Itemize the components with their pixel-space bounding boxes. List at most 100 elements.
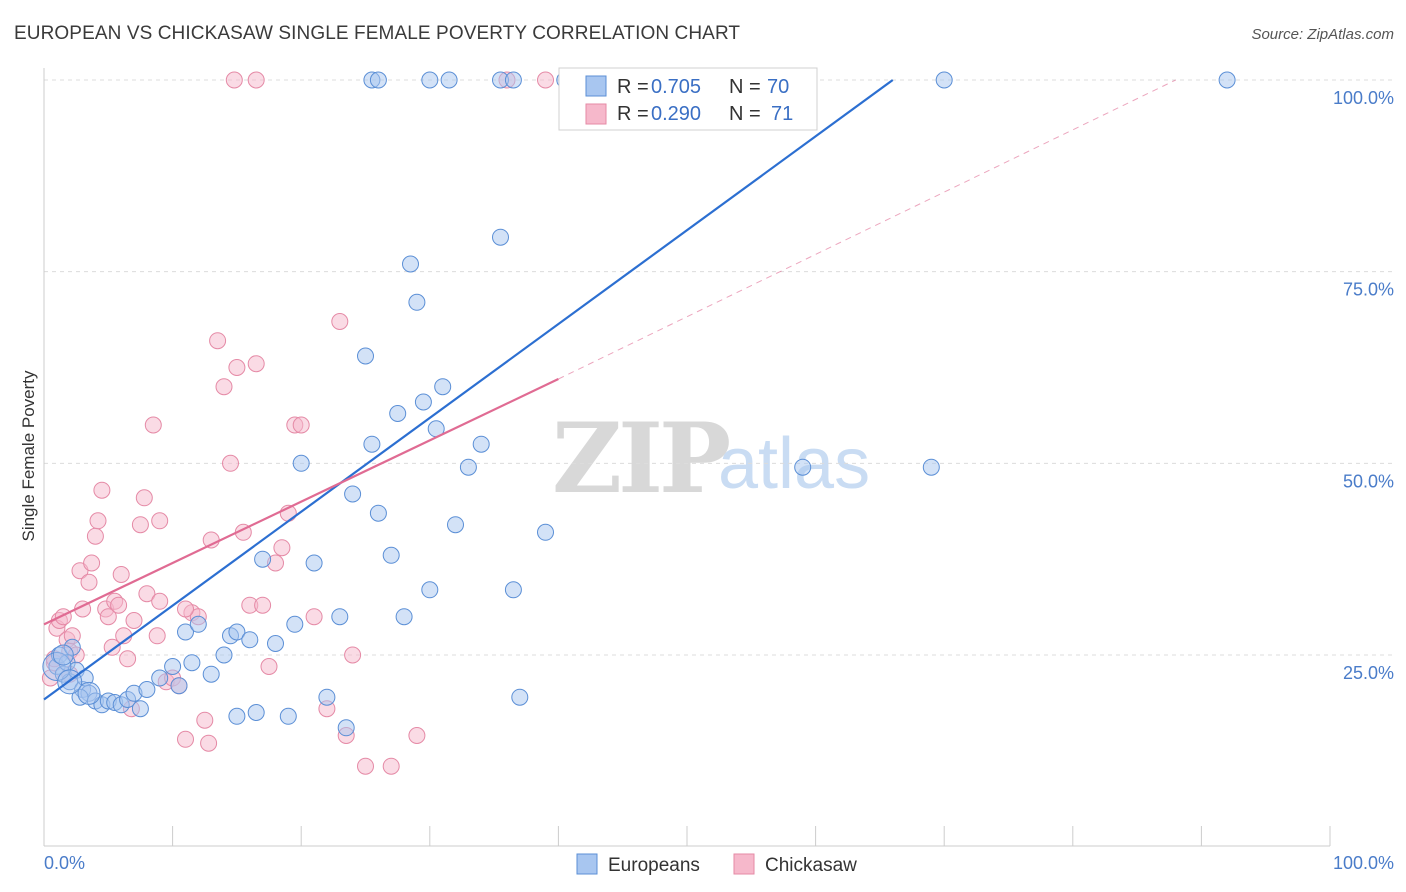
- europeans-point-65: [421, 71, 439, 89]
- grid-lines: [44, 79, 1394, 656]
- legend-r-label-chickasaw: R =: [617, 103, 649, 125]
- chickasaw-point-47: [254, 596, 272, 614]
- europeans-point-24: [183, 654, 201, 672]
- chickasaw-point-38: [196, 711, 214, 729]
- europeans-cluster-2: [77, 681, 101, 705]
- europeans-point-29: [228, 623, 246, 641]
- chickasaw-point-25: [125, 612, 143, 629]
- europeans-point-27: [215, 646, 233, 664]
- chickasaw-point-14: [89, 512, 107, 530]
- chickasaw-point-40: [209, 332, 227, 350]
- europeans-point-62: [922, 458, 940, 476]
- europeans-point-23: [177, 623, 194, 641]
- europeans-point-39: [331, 608, 349, 626]
- watermark: ZIP atlas: [552, 402, 870, 515]
- europeans-point-35: [286, 615, 304, 633]
- europeans-point-73: [1218, 71, 1236, 89]
- europeans-point-22: [170, 677, 188, 695]
- chickasaw-point-50: [273, 539, 291, 557]
- series-legend-label-europeans: Europeans: [608, 855, 700, 876]
- chickasaw-point-41: [215, 378, 233, 396]
- chickasaw-point-30: [148, 627, 166, 645]
- europeans-point-72: [935, 71, 953, 89]
- chickasaw-points: [41, 71, 554, 775]
- series-legend-label-chickasaw: Chickasaw: [765, 855, 857, 876]
- chickasaw-point-61: [408, 727, 426, 744]
- x-tick-label-min: 0.0%: [44, 853, 85, 873]
- europeans-point-32: [247, 704, 265, 721]
- europeans-point-31: [254, 550, 272, 568]
- europeans-point-36: [292, 454, 310, 472]
- legend-n-value-europeans: 70: [767, 76, 789, 98]
- europeans-point-43: [363, 435, 381, 453]
- chickasaw-point-35: [177, 730, 194, 748]
- europeans-point-68: [504, 71, 522, 89]
- y-tick-label-100: 100.0%: [1333, 88, 1394, 108]
- europeans-point-38: [318, 688, 336, 706]
- chickasaw-point-15: [93, 481, 111, 499]
- chickasaw-point-27: [135, 489, 153, 507]
- europeans-point-45: [382, 546, 400, 564]
- europeans-point-74: [228, 707, 246, 725]
- europeans-point-25: [189, 615, 207, 633]
- legend-r-label-europeans: R =: [617, 76, 649, 98]
- chickasaw-point-65: [151, 592, 169, 610]
- europeans-cluster-3: [52, 644, 74, 666]
- chickasaw-point-62: [200, 734, 218, 752]
- europeans-point-30: [241, 631, 259, 649]
- europeans-point-5: [63, 638, 81, 656]
- europeans-point-37: [305, 554, 323, 572]
- chickasaw-point-20: [110, 596, 128, 614]
- europeans-point-51: [421, 581, 439, 599]
- chickasaw-point-67: [225, 71, 243, 89]
- axes: [43, 68, 1331, 847]
- chickasaw-trend-extension: [558, 79, 1176, 380]
- chickasaw-point-42: [222, 454, 239, 472]
- europeans-point-57: [492, 228, 509, 246]
- series-legend-swatch-europeans: [576, 853, 598, 875]
- europeans-point-20: [151, 669, 169, 687]
- europeans-point-60: [537, 523, 554, 541]
- europeans-point-46: [389, 405, 407, 422]
- chickasaw-point-58: [344, 646, 362, 664]
- europeans-point-26: [202, 665, 220, 683]
- europeans-point-41: [344, 485, 362, 503]
- europeans-point-47: [395, 608, 413, 626]
- europeans-point-40: [337, 719, 355, 737]
- chickasaw-point-68: [247, 71, 265, 89]
- europeans-point-53: [434, 378, 452, 396]
- europeans-cluster-0: [42, 652, 72, 681]
- stats-legend: R = 0.705 N = 70 R = 0.290 N = 71: [558, 67, 818, 131]
- legend-r-value-chickasaw: 0.290: [651, 103, 701, 125]
- europeans-point-49: [408, 293, 426, 311]
- y-tick-label-25: 25.0%: [1343, 663, 1394, 683]
- legend-swatch-chickasaw: [585, 103, 607, 125]
- chart-source: Source: ZipAtlas.com: [1251, 26, 1394, 43]
- chickasaw-trend-line: [43, 378, 559, 626]
- y-tick-label-75: 75.0%: [1343, 280, 1394, 300]
- europeans-point-66: [440, 71, 458, 89]
- series-legend-swatch-chickasaw: [733, 853, 755, 875]
- europeans-point-21: [164, 658, 182, 675]
- legend-n-label-chickasaw: N =: [729, 103, 761, 125]
- chickasaw-point-66: [177, 600, 194, 618]
- chickasaw-point-56: [331, 313, 349, 330]
- chickasaw-point-11: [80, 573, 98, 591]
- europeans-trend-line: [43, 79, 894, 701]
- europeans-point-54: [447, 516, 464, 534]
- europeans-point-18: [131, 700, 149, 718]
- series-legend: Europeans Chickasaw: [576, 853, 857, 876]
- chickasaw-point-28: [138, 585, 156, 603]
- chickasaw-point-17: [99, 608, 117, 626]
- trend-lines: [43, 79, 1176, 701]
- europeans-point-19: [138, 681, 156, 698]
- chickasaw-point-48: [260, 658, 278, 675]
- watermark-atlas: atlas: [718, 424, 870, 504]
- europeans-point-44: [369, 504, 387, 522]
- chickasaw-point-59: [357, 757, 374, 775]
- legend-n-value-chickasaw: 71: [771, 103, 793, 125]
- europeans-point-61: [794, 458, 812, 476]
- europeans-point-58: [504, 581, 522, 599]
- x-tick-label-max: 100.0%: [1333, 853, 1394, 873]
